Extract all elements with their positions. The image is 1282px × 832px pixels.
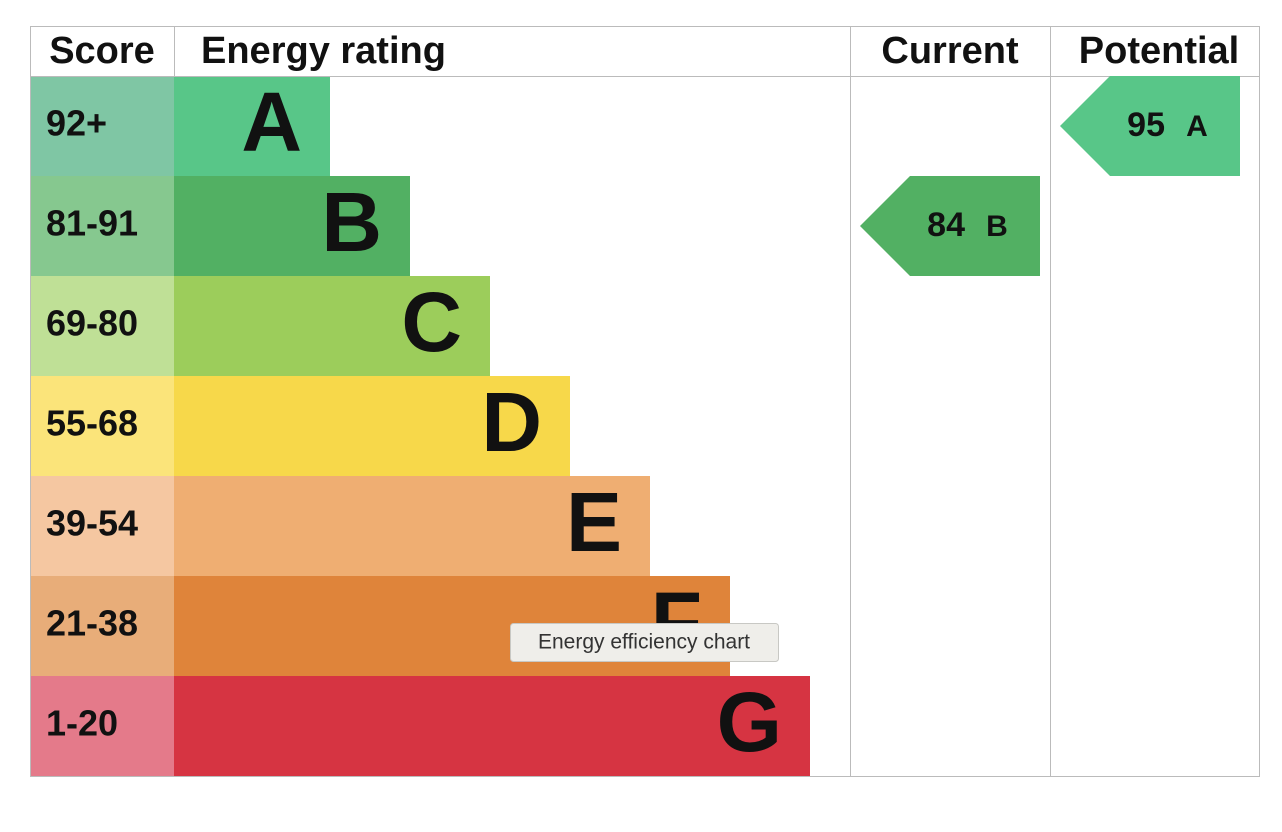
rating-letter: G <box>717 675 782 769</box>
header-current: Current <box>881 30 1019 72</box>
rating-bar <box>174 676 810 776</box>
score-range: 55-68 <box>46 403 138 444</box>
score-range: 81-91 <box>46 203 138 244</box>
score-cell <box>30 76 174 176</box>
score-cell <box>30 576 174 676</box>
rating-bar <box>174 476 650 576</box>
potential-letter: A <box>1186 110 1208 143</box>
score-cell <box>30 476 174 576</box>
header-rating: Energy rating <box>201 30 446 72</box>
score-range: 39-54 <box>46 503 138 544</box>
tooltip-box <box>510 623 779 662</box>
header-potential: Potential <box>1079 30 1239 72</box>
score-range: 92+ <box>46 103 107 144</box>
rating-bar <box>174 76 330 176</box>
potential-score: 95 <box>1127 106 1165 144</box>
rating-letter: C <box>401 275 462 369</box>
tooltip: Energy efficiency chart <box>510 623 779 662</box>
current-letter: B <box>986 210 1008 243</box>
rating-bar <box>174 276 490 376</box>
tooltip-text: Energy efficiency chart <box>538 631 750 654</box>
rating-bar <box>174 176 410 276</box>
rating-letter: E <box>566 475 622 569</box>
score-cell <box>30 676 174 776</box>
score-cell <box>30 276 174 376</box>
current-score: 84 <box>927 206 965 244</box>
score-range: 21-38 <box>46 603 138 644</box>
rating-letter: D <box>481 375 542 469</box>
potential-arrow <box>1060 76 1240 176</box>
rating-letter: B <box>321 175 382 269</box>
score-range: 1-20 <box>46 703 118 744</box>
score-cell <box>30 176 174 276</box>
header-score: Score <box>49 30 155 72</box>
current-arrow <box>860 176 1040 276</box>
score-range: 69-80 <box>46 303 138 344</box>
rating-letter: A <box>241 75 302 169</box>
rating-bar <box>174 376 570 476</box>
score-cell <box>30 376 174 476</box>
table-border <box>30 26 1260 777</box>
